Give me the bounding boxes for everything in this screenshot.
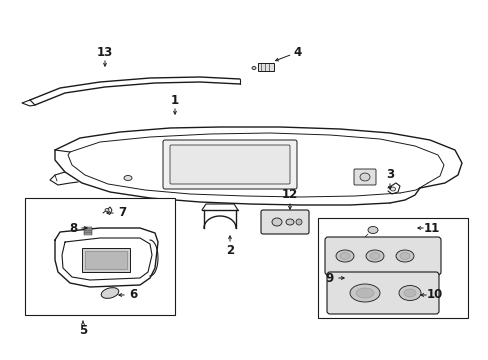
Ellipse shape <box>395 250 413 262</box>
Text: 10: 10 <box>426 288 442 302</box>
FancyBboxPatch shape <box>353 169 375 185</box>
Ellipse shape <box>339 252 349 260</box>
Text: 7: 7 <box>118 207 126 220</box>
Ellipse shape <box>285 219 293 225</box>
Bar <box>84 229 92 230</box>
Text: 6: 6 <box>129 288 137 302</box>
Bar <box>84 231 92 233</box>
Text: 5: 5 <box>79 324 87 337</box>
Ellipse shape <box>369 252 379 260</box>
Ellipse shape <box>399 252 409 260</box>
Ellipse shape <box>365 250 383 262</box>
Ellipse shape <box>367 226 377 234</box>
Bar <box>25 198 175 315</box>
Text: 13: 13 <box>97 45 113 58</box>
FancyBboxPatch shape <box>170 145 289 184</box>
Ellipse shape <box>271 218 282 226</box>
Ellipse shape <box>349 284 379 302</box>
Ellipse shape <box>101 288 119 298</box>
Ellipse shape <box>105 208 109 211</box>
Ellipse shape <box>403 289 415 297</box>
Text: 2: 2 <box>225 243 234 256</box>
Ellipse shape <box>355 288 373 298</box>
Bar <box>82 248 130 272</box>
Text: 11: 11 <box>423 221 439 234</box>
Text: 3: 3 <box>385 168 393 181</box>
Ellipse shape <box>390 187 395 191</box>
FancyBboxPatch shape <box>261 210 308 234</box>
Ellipse shape <box>359 173 369 181</box>
Ellipse shape <box>251 67 256 69</box>
Text: 1: 1 <box>171 94 179 107</box>
Bar <box>84 233 92 234</box>
Bar <box>84 227 92 229</box>
Text: 8: 8 <box>69 221 77 234</box>
Circle shape <box>295 219 302 225</box>
FancyBboxPatch shape <box>326 272 438 314</box>
Bar <box>258 63 273 71</box>
Text: 12: 12 <box>281 189 298 202</box>
Ellipse shape <box>124 175 132 180</box>
FancyBboxPatch shape <box>325 237 440 275</box>
Ellipse shape <box>398 285 420 301</box>
Bar <box>317 218 467 318</box>
Text: 4: 4 <box>293 45 302 58</box>
Bar <box>85 251 127 269</box>
FancyBboxPatch shape <box>163 140 296 189</box>
Text: 9: 9 <box>325 271 333 284</box>
Ellipse shape <box>335 250 353 262</box>
